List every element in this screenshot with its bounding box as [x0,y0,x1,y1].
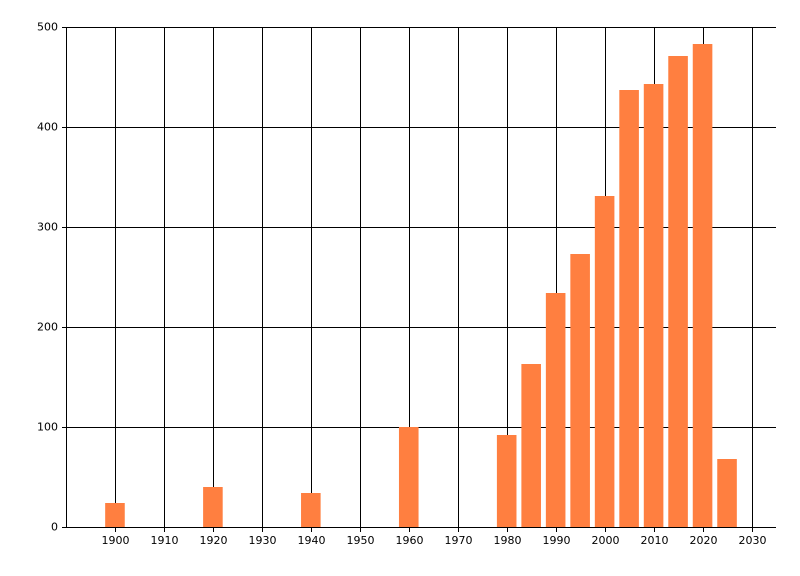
bar [643,84,664,527]
x-tick-label: 2020 [690,534,718,547]
x-tick-label: 2000 [592,534,620,547]
bar [105,503,125,527]
bar [496,435,517,527]
bar [398,427,419,527]
y-tick-label: 500 [37,21,58,34]
x-tick-label: 1940 [298,534,326,547]
x-tick-label: 1900 [102,534,130,547]
y-tick-label: 300 [37,221,58,234]
y-tick-label: 400 [37,121,58,134]
x-tick-label: 1970 [445,534,473,547]
y-tick-label: 100 [37,421,58,434]
x-tick-label: 1920 [200,534,228,547]
bar [594,196,615,527]
x-tick-label: 1990 [543,534,571,547]
x-tick-label: 2030 [739,534,767,547]
bar [619,90,639,527]
bar [545,293,566,527]
y-tick-label: 0 [51,521,58,534]
bar [570,254,590,527]
x-tick-label: 1930 [249,534,277,547]
x-tick-label: 1980 [494,534,522,547]
bar [692,44,713,527]
bar [521,364,541,527]
bar [668,56,688,527]
bar [203,487,223,527]
bar [301,493,321,527]
x-tick-label: 1910 [151,534,179,547]
x-tick-label: 1960 [396,534,424,547]
bar [717,459,737,527]
x-tick-label: 2010 [641,534,669,547]
x-tick-label: 1950 [347,534,375,547]
y-tick-label: 200 [37,321,58,334]
